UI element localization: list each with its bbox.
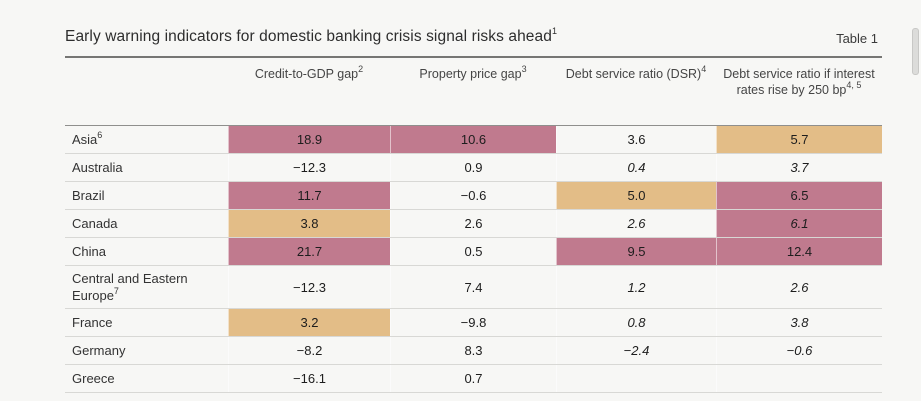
table-cell: 3.6 <box>556 126 716 153</box>
table-cell: −16.1 <box>228 365 390 392</box>
footnote-marker: 4, 5 <box>846 79 862 90</box>
table-row: Brazil 11.7 −0.6 5.0 6.5 <box>65 182 882 210</box>
table-cell: 9.5 <box>556 238 716 265</box>
footnote-marker: 6 <box>97 129 103 140</box>
table-caption-row: Early warning indicators for domestic ba… <box>65 0 882 56</box>
table-cell: 1.2 <box>556 266 716 308</box>
table-cell: 3.8 <box>716 309 882 336</box>
table-body: Asia6 18.9 10.6 3.6 5.7 Australia −12.3 0.9 0.4 3… <box>65 126 882 393</box>
table-row: China 21.7 0.5 9.5 12.4 <box>65 238 882 266</box>
table-cell: −0.6 <box>390 182 556 209</box>
page-title-text: Early warning indicators for domestic ba… <box>65 28 552 45</box>
row-label-text: Central and Eastern Europe7 <box>72 271 188 303</box>
table-cell: 11.7 <box>228 182 390 209</box>
footnote-marker: 7 <box>113 285 119 296</box>
table-cell: 0.7 <box>390 365 556 392</box>
footnote-marker: 2 <box>358 63 364 74</box>
early-warning-indicators-table: Credit-to-GDP gap2 Property price gap3 Deb… <box>65 56 882 393</box>
table-cell: −8.2 <box>228 337 390 364</box>
table-row: Greece −16.1 0.7 <box>65 365 882 393</box>
footnote-marker: 3 <box>521 63 527 74</box>
row-label: Australia <box>65 154 228 181</box>
row-label-text: Greece <box>72 371 115 386</box>
column-header-spacer <box>65 58 228 125</box>
table-cell <box>716 365 882 392</box>
table-cell: 8.3 <box>390 337 556 364</box>
table-cell: 0.4 <box>556 154 716 181</box>
table-cell: 5.7 <box>716 126 882 153</box>
table-cell: 3.2 <box>228 309 390 336</box>
table-row: Canada 3.8 2.6 2.6 6.1 <box>65 210 882 238</box>
table-cell: 2.6 <box>716 266 882 308</box>
table-cell: −2.4 <box>556 337 716 364</box>
table-cell: −9.8 <box>390 309 556 336</box>
scrollbar-thumb[interactable] <box>912 28 919 75</box>
row-label: Brazil <box>65 182 228 209</box>
row-label-text: Canada <box>72 216 118 231</box>
row-label-text: Australia <box>72 160 123 175</box>
table-cell: −0.6 <box>716 337 882 364</box>
table-cell <box>556 365 716 392</box>
table-cell: 2.6 <box>390 210 556 237</box>
table-number-label: Table 1 <box>836 31 878 46</box>
row-label: France <box>65 309 228 336</box>
table-cell: 0.8 <box>556 309 716 336</box>
table-header-row: Credit-to-GDP gap2 Property price gap3 Deb… <box>65 58 882 126</box>
page-title-footnote-marker: 1 <box>551 25 558 36</box>
table-cell: −12.3 <box>228 266 390 308</box>
table-cell: 7.4 <box>390 266 556 308</box>
table-cell: 6.1 <box>716 210 882 237</box>
row-label: Greece <box>65 365 228 392</box>
column-header-3: Debt service ratio if interest rates ris… <box>723 67 875 97</box>
footnote-marker: 4 <box>701 63 707 74</box>
table-cell: 18.9 <box>228 126 390 153</box>
row-label-text: China <box>72 244 106 259</box>
row-label-text: Brazil <box>72 188 105 203</box>
row-label: Germany <box>65 337 228 364</box>
table-cell: 0.9 <box>390 154 556 181</box>
table-row: Germany −8.2 8.3 −2.4 −0.6 <box>65 337 882 365</box>
row-label: Central and Eastern Europe7 <box>65 266 228 308</box>
column-header-1: Property price gap3 <box>419 63 527 81</box>
row-label-text: Germany <box>72 343 126 358</box>
table-cell: −12.3 <box>228 154 390 181</box>
table-cell: 5.0 <box>556 182 716 209</box>
row-label: Asia6 <box>65 126 228 153</box>
table-cell: 3.8 <box>228 210 390 237</box>
row-label-text: Asia6 <box>72 129 103 147</box>
table-row: Central and Eastern Europe7 −12.3 7.4 1.2 2.… <box>65 266 882 309</box>
table-row: France 3.2 −9.8 0.8 3.8 <box>65 309 882 337</box>
table-cell: 2.6 <box>556 210 716 237</box>
row-label: China <box>65 238 228 265</box>
table-cell: 0.5 <box>390 238 556 265</box>
table-cell: 3.7 <box>716 154 882 181</box>
table-cell: 6.5 <box>716 182 882 209</box>
column-header-0: Credit-to-GDP gap2 <box>254 63 364 81</box>
row-label: Canada <box>65 210 228 237</box>
report-page: Early warning indicators for domestic ba… <box>65 0 882 393</box>
table-row: Australia −12.3 0.9 0.4 3.7 <box>65 154 882 182</box>
row-label-text: France <box>72 315 113 330</box>
page-title: Early warning indicators for domestic ba… <box>65 25 558 46</box>
table-cell: 10.6 <box>390 126 556 153</box>
column-header-2: Debt service ratio (DSR)4 <box>565 63 707 81</box>
table-cell: 21.7 <box>228 238 390 265</box>
table-cell: 12.4 <box>716 238 882 265</box>
table-row: Asia6 18.9 10.6 3.6 5.7 <box>65 126 882 154</box>
